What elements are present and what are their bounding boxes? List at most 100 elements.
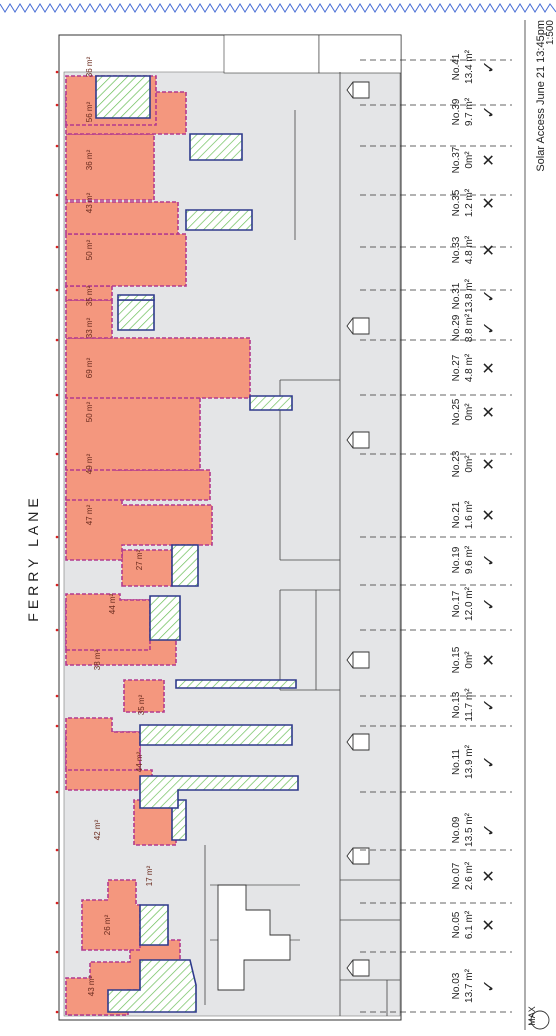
open-space-value: 9.6 m² [464,545,475,574]
compliance-mark: ✓ [481,597,498,610]
open-space-area [95,75,151,119]
open-space-value: 4.8 m² [464,235,475,264]
open-space-area [149,595,181,641]
lot-marker [55,1010,59,1014]
compliance-mark: ✕ [481,653,498,666]
door-icon [346,733,370,751]
lot-marker [55,193,59,197]
open-space-area [107,959,197,1013]
shadow-area-label: 27 m² [135,549,144,570]
open-space-value: 1.6 m² [464,500,475,529]
north-arrow-label: MAX [527,1006,537,1026]
open-space-value: 0m² [464,455,475,473]
open-space-value: 13.5 m² [464,812,475,847]
door-icon [346,959,370,977]
house-labels: No.03 13.7 m² ✓ 43 m² No.05 6.1 m² ✕ 26 m² No.07… [85,49,498,1003]
house-number: No.21 [451,501,462,528]
open-space-value: 13.4 m² [464,49,475,84]
house-number: No.05 [451,911,462,938]
open-space-area [139,904,169,946]
open-space-area [175,679,297,689]
lot-marker [55,848,59,852]
lot-marker [55,950,59,954]
compliance-mark: ✕ [481,457,498,470]
shadow-area-label: 56 m² [85,101,94,122]
compliance-mark: ✓ [481,105,498,118]
north-arrow: MAX [527,1006,550,1030]
shadow-area-label: 50 m² [85,239,94,260]
house-number: No.35 [451,189,462,216]
open-space-area [139,775,299,809]
house-number: No.11 [451,749,462,775]
lot-marker [55,628,59,632]
house-number: No.39 [451,98,462,125]
open-space-area [185,209,253,231]
open-space-value: 0m² [464,651,475,669]
open-space-value: 8.8 m² [464,313,475,342]
open-space-value: 9.7 m² [464,97,475,126]
compliance-mark: ✓ [481,321,498,334]
shadow-area [65,717,141,771]
house-number: No.33 [451,236,462,263]
open-space-area [171,544,199,587]
compliance-mark: ✓ [481,289,498,302]
compliance-mark: ✕ [481,405,498,418]
shadow-area-label: 47 m² [85,504,94,525]
shadow-area-label: 69 m² [85,357,94,378]
compliance-mark: ✓ [481,553,498,566]
house-number: No.03 [451,972,462,999]
compliance-mark: ✓ [481,823,498,836]
compliance-mark: ✓ [481,698,498,711]
shadow-area-label: 50 m² [85,401,94,422]
door-icon [346,431,370,449]
house-number: No.17 [451,590,462,617]
outbuilding [217,884,291,991]
house-number: No.23 [451,450,462,477]
footer-scale: 1:500 [545,20,556,45]
shadow-area-label: 38 m² [93,649,102,670]
lot-marker [55,103,59,107]
compliance-mark: ✕ [481,243,498,256]
shadow-area-label: 35 m² [85,285,94,306]
open-space-value: 13.9 m² [464,744,475,779]
lot-marker [55,288,59,292]
open-space-area [139,724,293,746]
lot-marker [55,724,59,728]
open-space-value: 2.6 m² [464,861,475,890]
lot-dividers [360,59,512,1013]
lot-markers [55,70,59,1014]
shadow-area-label: 49 m² [85,453,94,474]
house-number: No.25 [451,398,462,425]
shadow-areas [65,75,251,1016]
open-space-area [249,395,293,411]
compliance-mark: ✓ [481,979,498,992]
door-icon [346,651,370,669]
shadow-area [65,233,187,287]
compliance-mark: ✓ [481,60,498,73]
lot-marker [55,901,59,905]
lot-marker [55,583,59,587]
lot-marker [55,70,59,74]
shadow-area-label: 43 m² [87,975,96,996]
compliance-mark: ✕ [481,869,498,882]
open-space-value: 0m² [464,403,475,421]
shadow-area-label: 43 m² [85,192,94,213]
open-space-value: 11.7 m² [464,688,475,722]
open-space-value: 6.1 m² [464,910,475,939]
lot-marker [55,144,59,148]
shadow-area [65,593,151,651]
house-number: No.15 [451,646,462,673]
shadow-area-label: 33 m² [85,317,94,338]
house-number: No.31 [451,282,462,309]
door-icon [346,847,370,865]
compliance-mark: ✓ [481,755,498,768]
shadow-area-label: 42 m² [93,819,102,840]
lot-marker [55,245,59,249]
open-space-value: 4.8 m² [464,353,475,382]
shadow-area-label: 36 m² [85,56,94,77]
house-number: No.37 [451,146,462,173]
shadow-area-label: 44 m² [108,593,117,614]
compliance-mark: ✕ [481,918,498,931]
open-space-area [117,299,155,331]
